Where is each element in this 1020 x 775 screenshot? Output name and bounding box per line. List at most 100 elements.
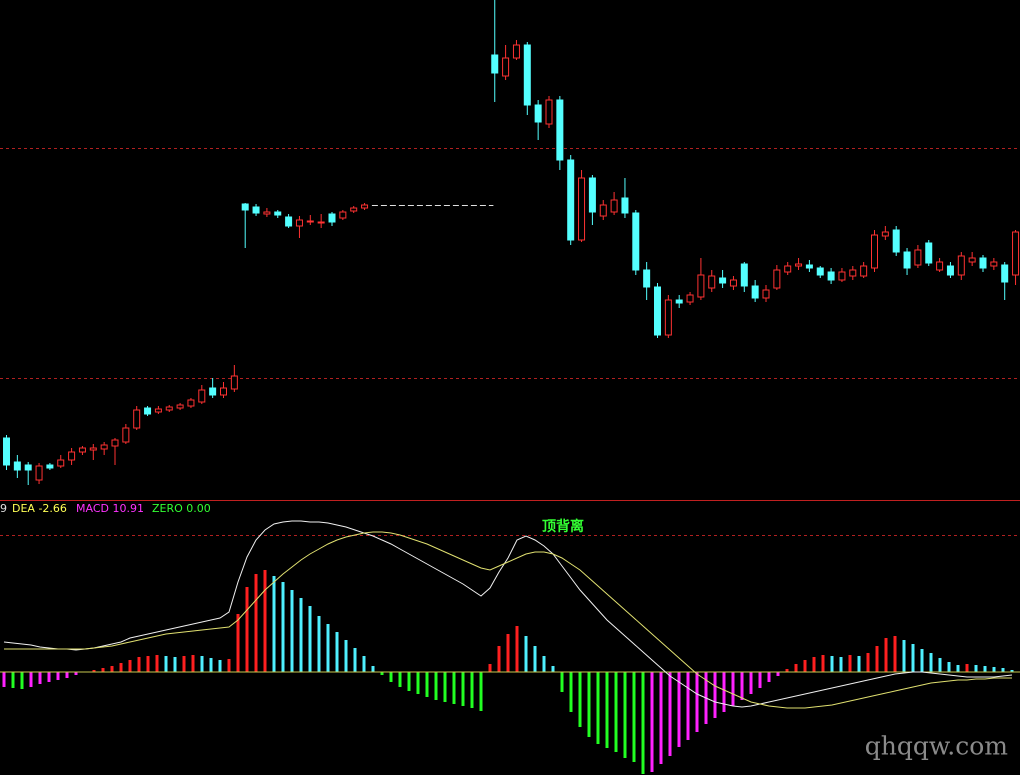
- macd-bar: [281, 582, 285, 672]
- candle-body: [491, 54, 499, 74]
- macd-bar: [650, 672, 654, 772]
- macd-bar: [254, 574, 258, 672]
- candle-body: [740, 263, 748, 287]
- candle-body: [154, 408, 162, 413]
- candle-body: [719, 277, 727, 284]
- candle-body: [144, 407, 152, 415]
- candle-body: [805, 264, 813, 269]
- macd-bar: [920, 649, 924, 672]
- macd-bar: [929, 653, 933, 672]
- candle-body: [968, 257, 976, 263]
- candle-body: [46, 464, 54, 469]
- macd-bar: [218, 660, 222, 672]
- macd-bar: [326, 624, 330, 672]
- candle-body: [925, 242, 933, 264]
- macd-bar: [497, 646, 501, 672]
- macd-bar: [668, 672, 672, 756]
- candle-body: [610, 199, 618, 213]
- candle-body: [903, 251, 911, 269]
- candle-body: [78, 447, 86, 453]
- candle-body: [751, 285, 759, 299]
- macd-bar: [731, 672, 735, 706]
- macd-bar: [947, 662, 951, 672]
- macd-bar: [272, 576, 276, 672]
- macd-bar: [20, 672, 24, 689]
- candle-body: [534, 104, 542, 123]
- macd-bar: [758, 672, 762, 688]
- macd-bar: [209, 658, 213, 672]
- candle-body: [697, 274, 705, 298]
- macd-bar: [236, 614, 240, 672]
- candle-body: [35, 465, 43, 481]
- candle-body: [664, 299, 672, 336]
- annotation: 顶背离: [542, 518, 584, 535]
- candle-body: [295, 219, 303, 227]
- macd-bar: [101, 668, 105, 672]
- macd-bar: [362, 656, 366, 672]
- macd-bar: [290, 590, 294, 672]
- macd-bar: [74, 672, 78, 675]
- macd-bar: [830, 656, 834, 672]
- candle-body: [89, 447, 97, 451]
- candle-body: [871, 234, 878, 269]
- macd-bar: [1001, 668, 1005, 672]
- macd-bar: [884, 638, 888, 672]
- candle-body: [1012, 231, 1020, 276]
- macd-bar: [200, 656, 204, 672]
- macd-bar: [605, 672, 609, 748]
- macd-line: [4, 531, 1012, 709]
- macd-bar: [488, 664, 492, 672]
- macd-bar: [596, 672, 600, 744]
- candle-body: [263, 211, 271, 215]
- macd-bar: [146, 656, 150, 672]
- price-panel: [0, 0, 1020, 485]
- macd-bar: [479, 672, 483, 711]
- macd-bar: [632, 672, 636, 762]
- watermark: qhqqw.com: [865, 732, 1009, 761]
- macd-bar: [191, 655, 195, 672]
- macd-bar: [389, 672, 393, 682]
- candle-body: [599, 204, 607, 217]
- macd-bar: [875, 646, 879, 672]
- candle-body: [762, 289, 770, 299]
- candle-body: [24, 464, 32, 471]
- candle-body: [556, 99, 564, 161]
- candle-body: [165, 406, 173, 411]
- candle-body: [306, 220, 314, 223]
- macd-bar: [56, 672, 60, 680]
- candle-body: [729, 279, 737, 287]
- candle-body: [176, 404, 184, 409]
- macd-bar: [893, 636, 897, 672]
- macd-bar: [38, 672, 42, 684]
- candle-body: [914, 249, 922, 266]
- candle-body: [849, 269, 857, 277]
- legend-entry: DEA -2.66: [12, 502, 67, 515]
- macd-bar: [119, 663, 123, 672]
- macd-bar: [92, 670, 96, 672]
- macd-bar: [398, 672, 402, 687]
- macd-bar: [614, 672, 618, 752]
- candle-body: [675, 299, 683, 304]
- candle-body: [773, 269, 781, 289]
- candle-body: [827, 271, 835, 281]
- macd-bar: [452, 672, 456, 704]
- candle-body: [361, 204, 369, 209]
- macd-bar: [938, 658, 942, 672]
- candle-body: [317, 221, 325, 224]
- macd-bar: [515, 626, 519, 672]
- macd-bar: [659, 672, 663, 764]
- macd-bar: [65, 672, 69, 678]
- macd-bar: [713, 672, 717, 718]
- candle-body: [795, 263, 803, 267]
- macd-bar: [47, 672, 51, 682]
- macd-bar: [182, 656, 186, 672]
- macd-line: [3, 520, 1013, 708]
- candle-body: [881, 231, 889, 237]
- candle-body: [133, 409, 141, 429]
- candle-body: [209, 387, 217, 396]
- candle-body: [567, 159, 575, 241]
- macd-bar: [776, 672, 780, 676]
- macd-bar: [695, 672, 699, 732]
- candle-body: [578, 177, 586, 241]
